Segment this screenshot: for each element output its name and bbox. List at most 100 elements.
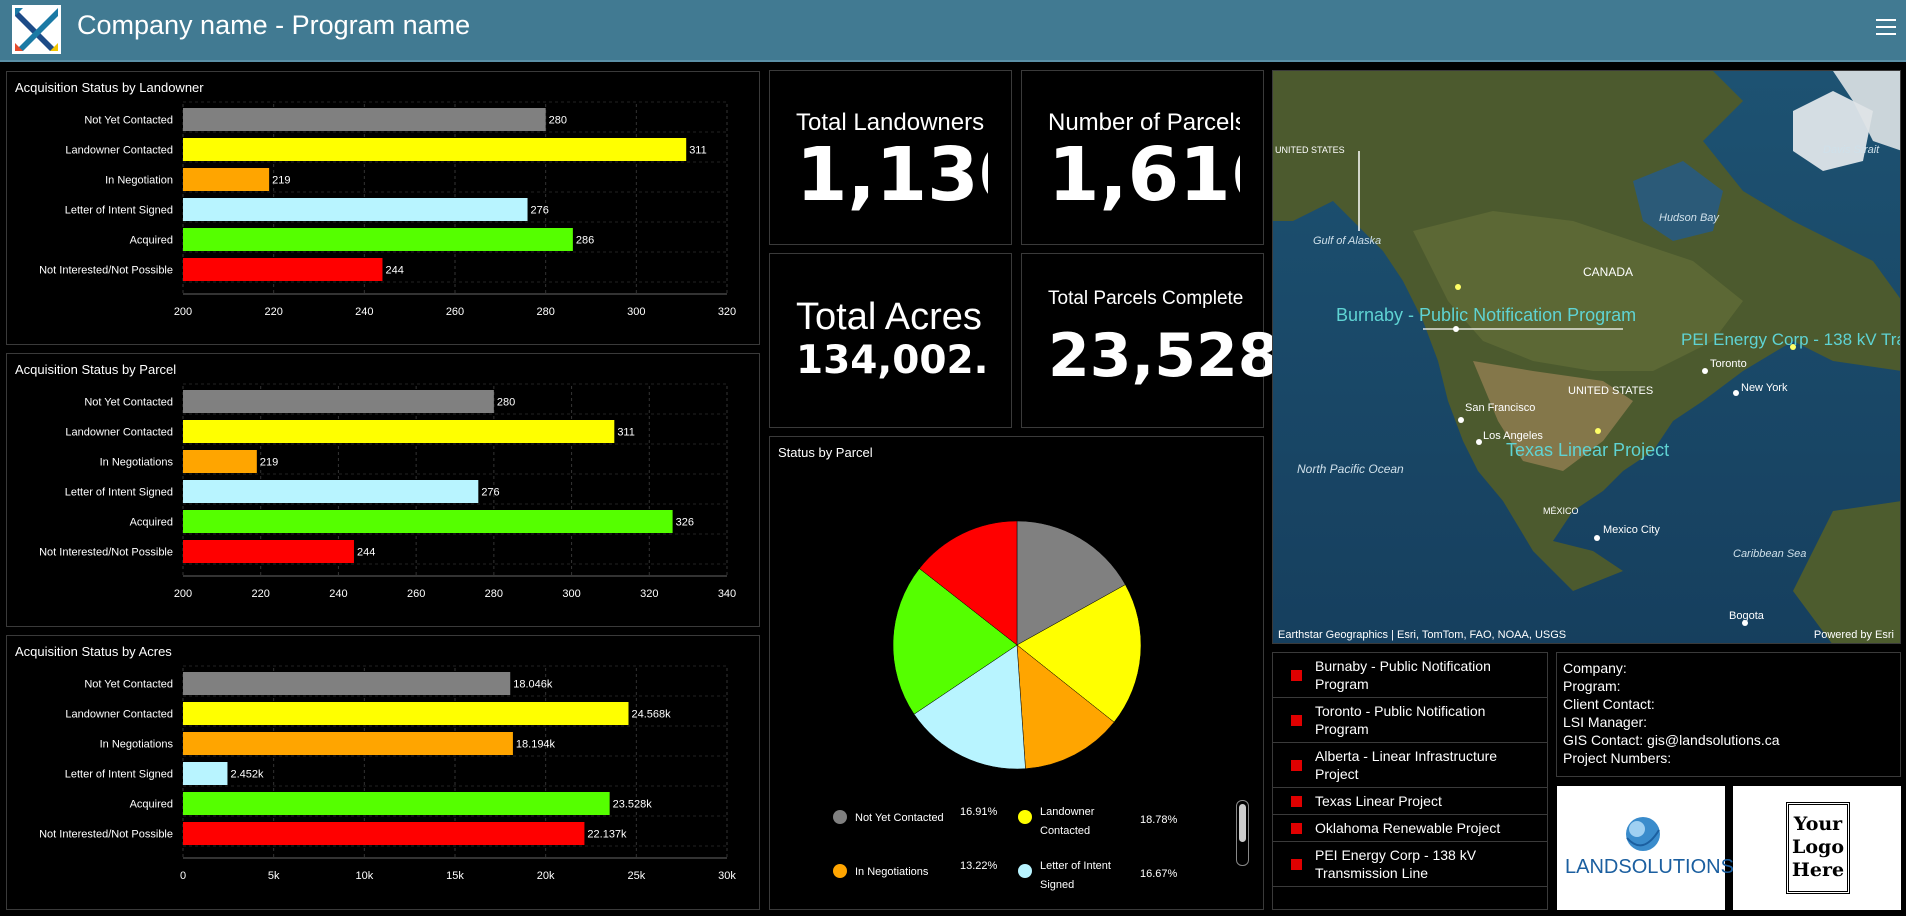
legend-label[interactable]: In Negotiations (855, 866, 929, 878)
x-tick-label: 240 (329, 588, 347, 600)
landowner-chart-title: Acquisition Status by Landowner (15, 80, 204, 95)
category-label: Letter of Intent Signed (65, 487, 173, 499)
project-item-alberta[interactable]: Alberta - Linear Infrastructure Project (1273, 743, 1547, 788)
category-label: Landowner Contacted (65, 427, 173, 439)
category-label: In Negotiations (100, 739, 174, 751)
pie-chart-title: Status by Parcel (778, 445, 873, 460)
map-attribution: Earthstar Geographics | Esri, TomTom, FA… (1278, 629, 1567, 641)
bar[interactable] (183, 702, 629, 725)
map-label-north-pacific: North Pacific Ocean (1297, 462, 1404, 476)
legend-scrollbar[interactable] (1236, 800, 1249, 866)
bar[interactable] (183, 792, 610, 815)
map-label-pei[interactable]: PEI Energy Corp - 138 kV Transmission Li… (1681, 330, 1901, 349)
bar[interactable] (183, 138, 687, 161)
category-label: Not Yet Contacted (84, 679, 173, 691)
pie-slice[interactable] (892, 568, 1018, 715)
project-item-pei[interactable]: PEI Energy Corp - 138 kV Transmission Li… (1273, 842, 1547, 887)
parcel-bar-chart: 200 220 240 260 280 300 320 340 Not Yet Contacte… (39, 383, 736, 600)
project-item-burnaby[interactable]: Burnaby - Public Notification Program (1273, 653, 1547, 698)
bar[interactable] (183, 450, 257, 473)
bar[interactable] (183, 228, 573, 251)
legend-percent: 18.78% (1140, 814, 1178, 826)
parcel-chart-panel: Acquisition Status by Parcel 200 220 240 26… (6, 353, 760, 627)
map-label-canada: CANADA (1583, 265, 1633, 279)
bar-value-label: 326 (676, 517, 694, 529)
pie-slice[interactable] (919, 520, 1018, 646)
your-logo-placeholder: Your Logo Here (1733, 786, 1901, 910)
bar[interactable] (183, 480, 479, 503)
bar[interactable] (183, 822, 585, 845)
map-label-san-francisco: San Francisco (1465, 402, 1535, 414)
scrollbar-thumb[interactable] (1239, 804, 1246, 842)
acres-bar-chart: 0 5k 10k 15k 20k 25k 30k Not Yet Contacted 18.04… (39, 665, 736, 882)
bar[interactable] (183, 420, 615, 443)
x-tick-label: 220 (264, 306, 282, 318)
acres-chart-title: Acquisition Status by Acres (15, 644, 172, 659)
bar-value-label: 22.137k (587, 829, 627, 841)
x-tick-label: 300 (627, 306, 645, 318)
pie-slice[interactable] (1016, 644, 1115, 769)
bar[interactable] (183, 108, 546, 131)
bar[interactable] (183, 168, 270, 191)
bar[interactable] (183, 390, 494, 413)
globe-icon (1626, 817, 1660, 851)
project-swatch (1291, 714, 1302, 726)
map-label-texas[interactable]: Texas Linear Project (1506, 440, 1669, 460)
project-label: Toronto - Public Notification Program (1315, 703, 1486, 737)
x-tick-label: 220 (252, 588, 270, 600)
app-header: Company name - Program name (0, 0, 1906, 62)
info-gis-contact: GIS Contact: gis@landsolutions.ca (1563, 732, 1780, 748)
pie-slice[interactable] (913, 644, 1026, 770)
your-logo-text: Your Logo Here (1786, 802, 1850, 894)
category-label: Landowner Contacted (65, 145, 173, 157)
category-label: Not Interested/Not Possible (39, 829, 173, 841)
legend-dot (833, 810, 847, 824)
bar-value-label: 219 (272, 175, 290, 187)
bar-value-label: 311 (617, 427, 635, 439)
legend-label[interactable]: Letter of Intent Signed (1040, 860, 1111, 891)
hamburger-menu-icon[interactable] (1876, 19, 1896, 37)
x-tick-label: 280 (536, 306, 554, 318)
pie-slice[interactable] (1016, 520, 1126, 646)
project-item-oklahoma[interactable]: Oklahoma Renewable Project (1273, 815, 1547, 842)
kpi-label: Total Acres (796, 296, 982, 338)
bar[interactable] (183, 258, 383, 281)
kpi-value: 1,130 (796, 132, 988, 218)
bar[interactable] (183, 672, 511, 695)
category-label: In Negotiations (100, 457, 174, 469)
bar[interactable] (183, 540, 354, 563)
map-label-united-states: UNITED STATES (1568, 385, 1653, 397)
landowner-chart-panel: Acquisition Status by Landowner 200 220 24… (6, 71, 760, 345)
project-swatch (1291, 858, 1302, 870)
landowner-bar-chart: 200 220 240 260 280 300 320 Not Yet Contacted 28… (39, 101, 736, 318)
x-tick-label: 0 (180, 870, 186, 882)
bar[interactable] (183, 732, 513, 755)
legend-label[interactable]: Landowner Contacted (1040, 806, 1095, 837)
project-label: PEI Energy Corp - 138 kV Transmission Li… (1315, 847, 1477, 881)
x-tick-label: 5k (268, 870, 280, 882)
x-tick-label: 10k (355, 870, 373, 882)
pie-slice[interactable] (1016, 584, 1142, 723)
project-item-toronto[interactable]: Toronto - Public Notification Program (1273, 698, 1547, 743)
project-label: Alberta - Linear Infrastructure Project (1315, 748, 1498, 782)
map-label-burnaby[interactable]: Burnaby - Public Notification Program (1336, 305, 1636, 325)
map-label-mexico: MÉXICO (1543, 506, 1579, 516)
bar[interactable] (183, 510, 673, 533)
legend-label[interactable]: Not Yet Contacted (855, 812, 944, 824)
bar-value-label: 280 (497, 397, 515, 409)
bar-value-label: 244 (385, 265, 403, 277)
bar[interactable] (183, 762, 228, 785)
project-item-texas[interactable]: Texas Linear Project (1273, 788, 1547, 815)
kpi-total-parcels-complete: Total Parcels Complete 23,528 (1021, 253, 1280, 428)
bar[interactable] (183, 198, 528, 221)
map-view[interactable]: UNITED STATES Gulf of Alaska CANADA Huds… (1272, 70, 1901, 644)
powered-by-esri[interactable]: Powered by Esri (1813, 629, 1894, 641)
category-label: Not Interested/Not Possible (39, 547, 173, 559)
category-label: Landowner Contacted (65, 709, 173, 721)
info-client-contact: Client Contact: (1563, 696, 1655, 712)
map-label-los-angeles: Los Angeles (1483, 430, 1543, 442)
land-solutions-text: LANDSOLUTIONS (1565, 856, 1734, 878)
project-label: Oklahoma Renewable Project (1315, 820, 1501, 836)
bar-value-label: 18.046k (513, 679, 553, 691)
map-label-toronto: Toronto (1710, 358, 1747, 370)
